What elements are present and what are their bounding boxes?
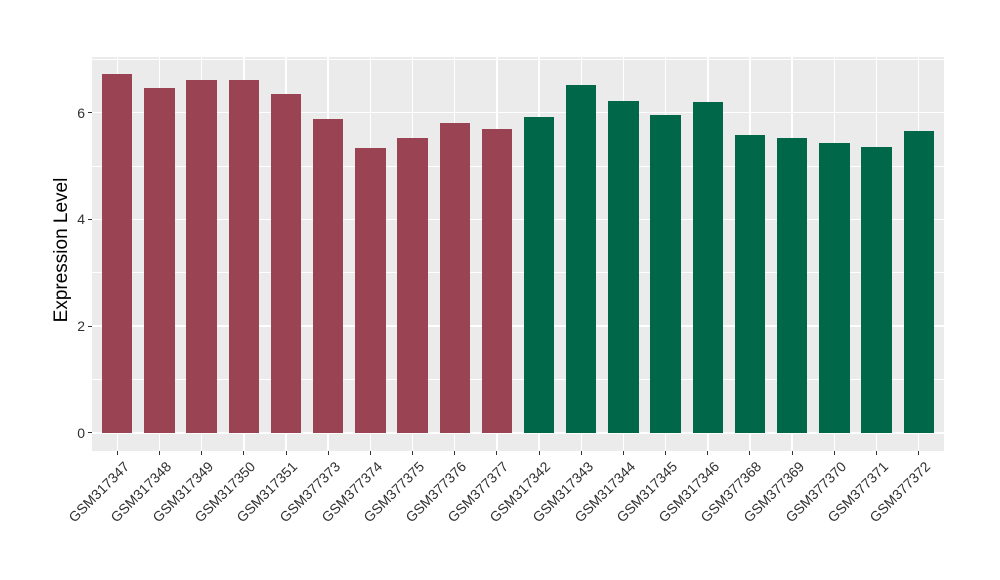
gridline-h-minor: [92, 165, 944, 167]
bar-GSM317349: [186, 80, 217, 433]
y-tick-mark: [88, 325, 92, 327]
x-tick-mark: [201, 451, 203, 455]
bar-GSM377374: [355, 148, 386, 433]
x-tick-mark: [369, 451, 371, 455]
y-tick-label: 0: [77, 424, 85, 441]
plot-panel: [92, 57, 944, 451]
x-tick-mark: [243, 451, 245, 455]
bar-GSM377368: [734, 134, 766, 433]
x-tick-mark: [876, 451, 877, 455]
bar-GSM377375: [397, 138, 428, 433]
y-tick-label: 2: [77, 318, 85, 335]
x-tick-mark: [496, 451, 498, 455]
bar-GSM377376: [439, 123, 470, 433]
gridline-h-major: [92, 218, 944, 221]
x-tick-mark: [665, 451, 667, 455]
y-tick-label: 4: [77, 211, 85, 228]
x-tick-mark: [285, 451, 287, 455]
bar-GSM317344: [608, 100, 639, 433]
bar-GSM377371: [861, 146, 892, 433]
gridline-h-major: [92, 111, 944, 114]
bar-GSM377369: [776, 138, 808, 433]
x-tick-mark: [327, 451, 329, 455]
x-tick-mark: [833, 451, 835, 455]
x-tick-mark: [454, 451, 456, 455]
bar-GSM377372: [903, 131, 934, 433]
y-tick-label: 6: [77, 104, 85, 121]
bar-GSM377377: [481, 128, 513, 433]
y-tick-mark: [88, 218, 92, 220]
bar-GSM317342: [523, 117, 555, 433]
gridline-h-major: [92, 325, 944, 327]
bar-GSM317351: [270, 94, 302, 433]
gridline-h-major: [92, 432, 944, 434]
x-tick-mark: [749, 451, 751, 455]
gridline-h-minor: [92, 58, 944, 60]
bar-GSM317345: [650, 114, 681, 433]
x-tick-mark: [622, 451, 624, 455]
gridline-h-minor: [92, 272, 944, 274]
y-tick-mark: [88, 432, 92, 434]
x-tick-mark: [116, 451, 118, 455]
x-tick-mark: [412, 451, 414, 455]
bar-GSM377370: [819, 142, 850, 433]
gridline-h-minor: [92, 379, 944, 380]
x-tick-mark: [538, 451, 540, 455]
x-tick-mark: [707, 451, 709, 455]
bar-GSM317347: [102, 74, 133, 433]
bar-GSM317350: [228, 80, 260, 433]
bar-GSM317343: [566, 85, 597, 433]
x-tick-mark: [918, 451, 920, 455]
x-tick-mark: [791, 451, 793, 455]
bar-GSM317346: [692, 102, 723, 433]
x-tick-mark: [580, 451, 582, 455]
bar-GSM377373: [313, 118, 344, 433]
y-axis-title: Expression Level: [51, 177, 72, 323]
x-tick-mark: [158, 451, 160, 455]
y-tick-mark: [88, 112, 92, 114]
bar-GSM317348: [144, 88, 175, 433]
